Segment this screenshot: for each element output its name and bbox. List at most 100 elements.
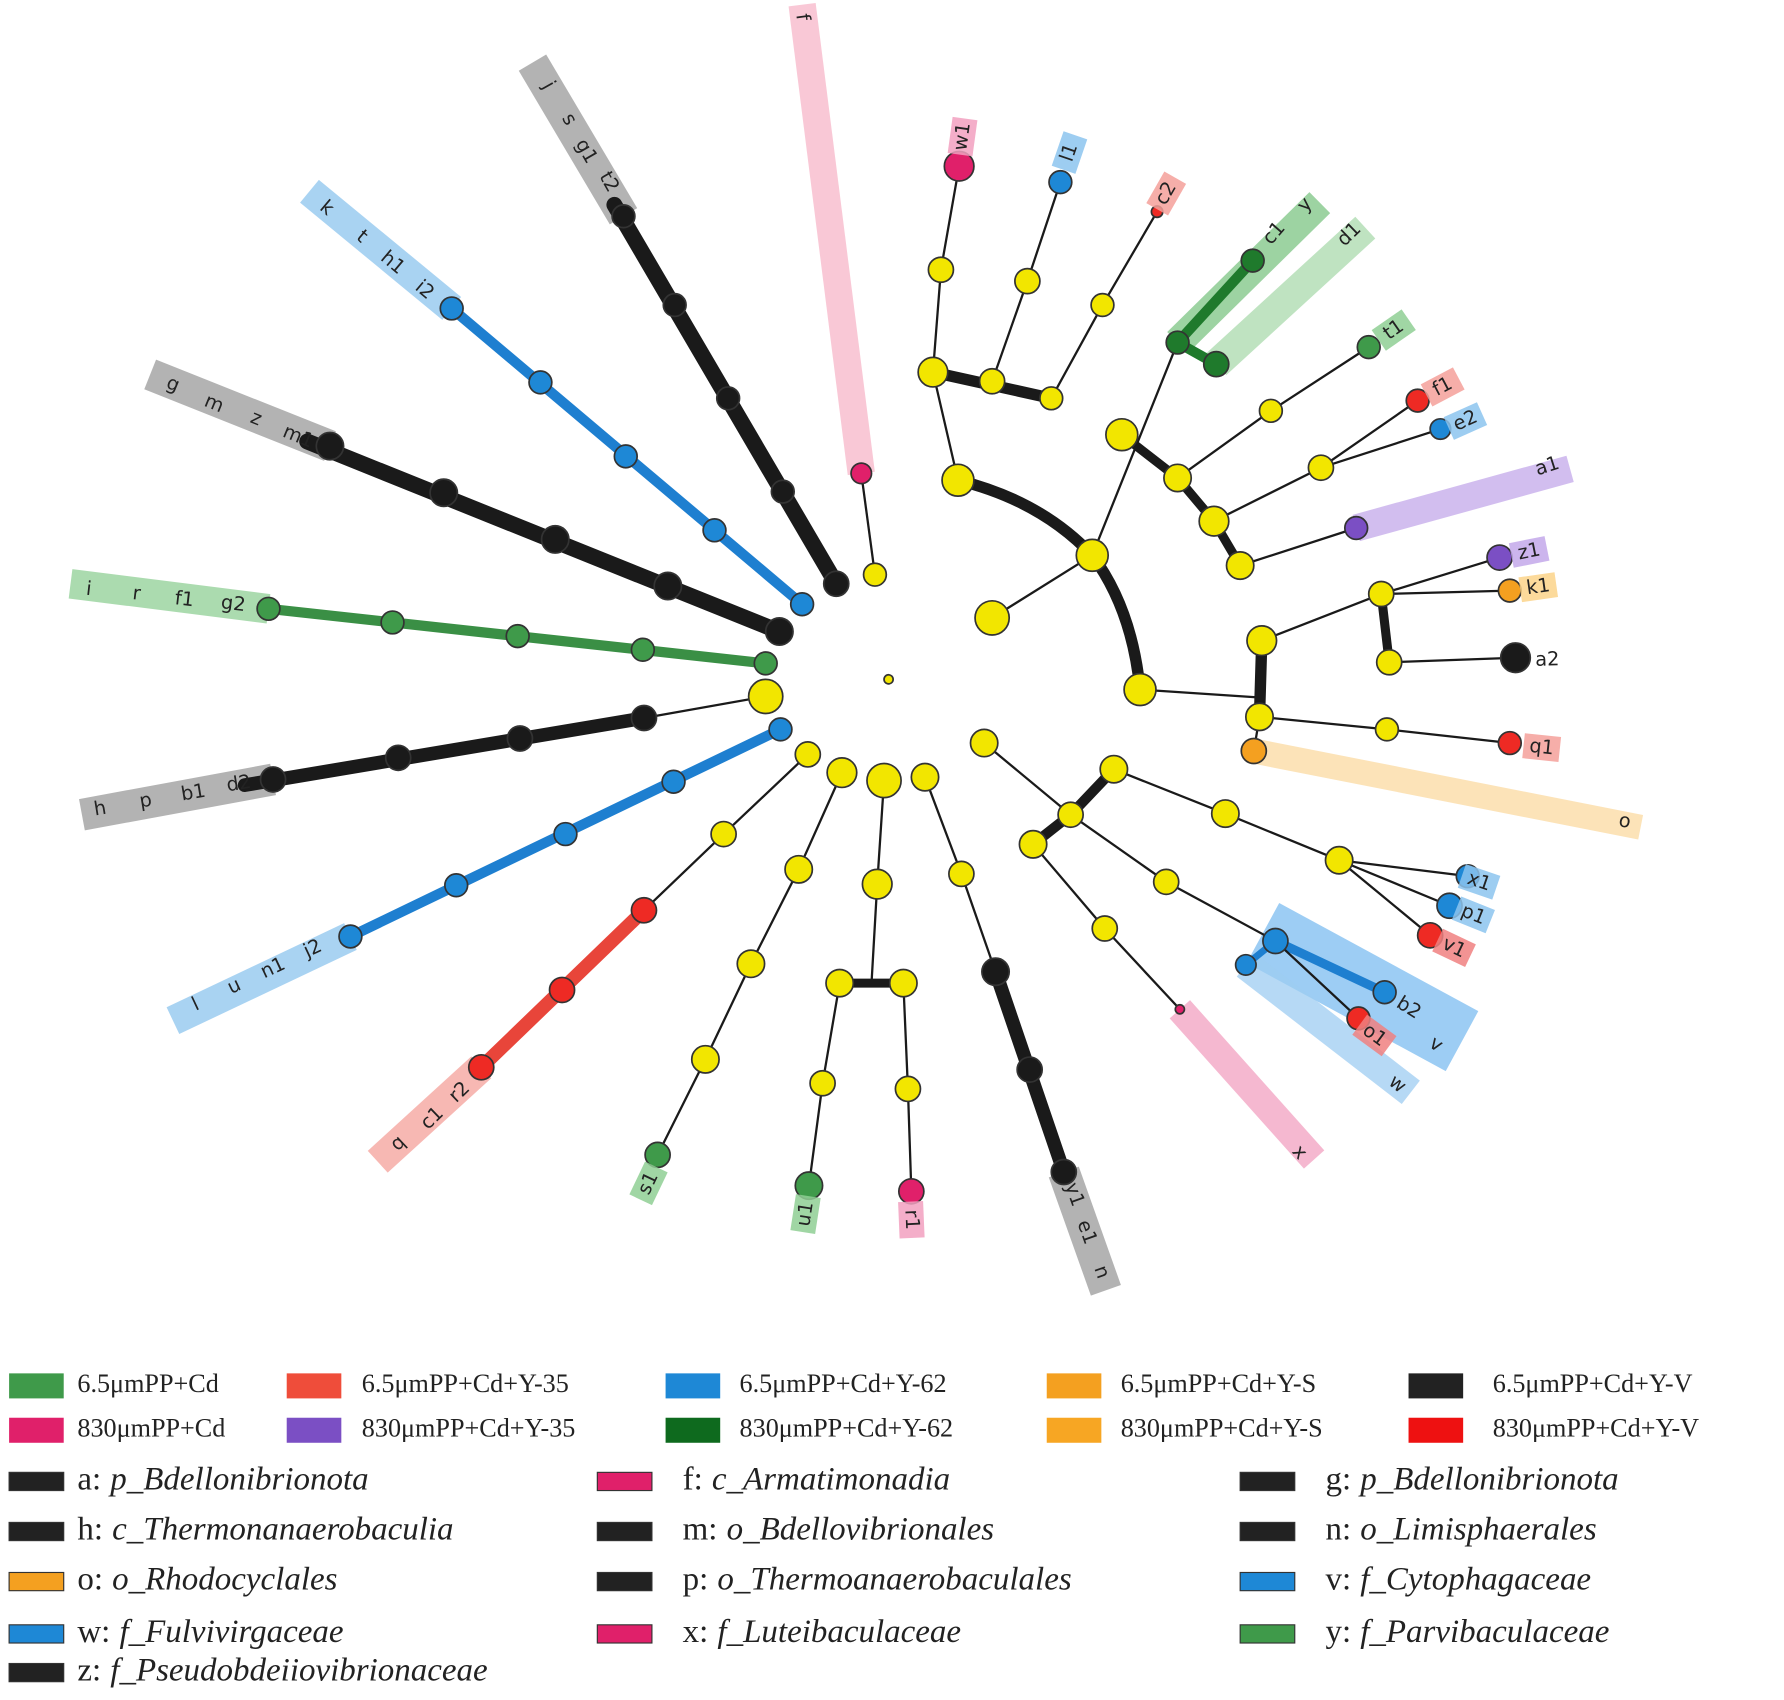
tree-node — [948, 860, 975, 888]
legend-swatch — [665, 1373, 721, 1399]
tree-edge — [1380, 589, 1511, 596]
tree-edge — [1319, 399, 1419, 469]
tree-node — [1091, 915, 1119, 942]
taxon-name: f_Fulvivirgaceae — [119, 1613, 343, 1649]
tree-edge — [1069, 813, 1168, 883]
taxon-name: c_Thermonanaerobaculia — [112, 1511, 453, 1547]
tree-node — [969, 728, 999, 758]
taxon-swatch — [8, 1624, 65, 1644]
taxon-label: f: c_Armatimonadia — [683, 1461, 950, 1497]
legend-swatch — [1408, 1373, 1464, 1399]
tree-edge — [1338, 859, 1451, 907]
clade-label: k1 — [1525, 573, 1552, 599]
legend-label: 6.5μmPP+Cd — [77, 1369, 218, 1398]
tree-node — [315, 431, 345, 461]
clade-label: b1 — [179, 779, 207, 806]
label-box — [947, 116, 978, 157]
label-box — [898, 1201, 925, 1239]
tree-edge — [923, 776, 963, 876]
clade-label: h — [92, 796, 108, 821]
clade-band — [1236, 953, 1420, 1105]
taxon-swatch — [1239, 1471, 1296, 1492]
taxon-key: z: — [77, 1652, 101, 1688]
tree-node — [941, 463, 975, 498]
tree-edge — [1319, 427, 1442, 469]
tree-node — [338, 924, 363, 949]
tree-node — [753, 651, 778, 676]
label-box — [1508, 536, 1550, 568]
taxon-key: v: — [1325, 1561, 1351, 1597]
tree-node — [770, 479, 796, 504]
label-box — [790, 1194, 821, 1234]
legend-swatch — [286, 1373, 342, 1399]
tree-edge — [797, 771, 844, 871]
legend-label: 830μmPP+Cd+Y-35 — [362, 1413, 576, 1442]
taxon-key: g: — [1325, 1461, 1351, 1497]
tree-node — [1016, 1056, 1044, 1083]
label-box — [1457, 864, 1501, 900]
taxon-key: w: — [77, 1613, 110, 1649]
tree-node — [380, 610, 405, 635]
taxon-label: m: o_Bdellovibrionales — [683, 1511, 994, 1547]
taxon-name: o_Rhodocyclales — [112, 1561, 337, 1597]
tree-node — [768, 717, 793, 742]
legend-swatch — [1046, 1417, 1102, 1443]
taxon-name: f_Parvibaculaceae — [1360, 1613, 1609, 1649]
clade-label: u1 — [791, 1200, 817, 1228]
tree-node — [850, 462, 873, 485]
taxon-name: o_Thermoanaerobaculales — [717, 1561, 1071, 1597]
taxon-name: p_Bdellonibrionota — [108, 1461, 368, 1497]
tree-node — [888, 968, 918, 998]
tree-nodes — [256, 150, 1532, 1205]
legend-label: 830μmPP+Cd+Y-V — [1493, 1413, 1699, 1442]
tree-node — [736, 949, 766, 979]
tree-node — [1057, 801, 1084, 829]
clade-label: i — [85, 577, 93, 600]
taxon-swatch — [8, 1571, 65, 1592]
tree-node — [747, 678, 784, 715]
tree-node — [825, 968, 855, 998]
tree-edge — [1103, 927, 1181, 1011]
tree-edge — [983, 741, 1072, 816]
tree-edge — [1338, 859, 1432, 937]
tree-node — [611, 204, 636, 229]
tree-node — [548, 976, 576, 1004]
taxon-key: f: — [683, 1461, 703, 1497]
legend: 6.5μmPP+Cd 6.5μmPP+Cd+Y-35 6.5μmPP+Cd+Y-62… — [8, 1369, 1699, 1688]
tree-node — [1499, 642, 1532, 674]
legend-swatch — [286, 1417, 342, 1443]
tree-edge — [1274, 939, 1360, 1020]
tree-edge — [1380, 556, 1501, 596]
label-box — [1352, 1014, 1397, 1057]
tree-edge — [642, 832, 725, 912]
legend-swatch — [665, 1417, 721, 1443]
tree-node — [505, 623, 530, 649]
legend-label: 6.5μmPP+Cd+Y-62 — [740, 1369, 947, 1398]
legend-swatch — [9, 1417, 64, 1443]
clade-label: g2 — [220, 590, 247, 616]
tree-node — [917, 356, 949, 388]
tree-node — [981, 957, 1011, 987]
tree-node — [1014, 267, 1041, 295]
taxon-key: x: — [683, 1613, 709, 1649]
taxon-swatch — [596, 1571, 653, 1592]
tree-node — [259, 766, 287, 793]
legend-label: 6.5μmPP+Cd+Y-V — [1493, 1369, 1693, 1398]
tree-edge — [960, 872, 997, 973]
legend-label: 830μmPP+Cd — [77, 1413, 225, 1442]
tree-edge — [749, 868, 800, 965]
tree-node — [630, 637, 656, 662]
clade-label: d2 — [225, 770, 253, 797]
tree-edge — [1050, 303, 1104, 400]
tree-edge — [902, 981, 910, 1091]
clade-label: a2 — [1535, 647, 1560, 671]
tree-node — [1202, 350, 1230, 378]
tree-node — [789, 592, 815, 617]
legend-swatch — [1408, 1417, 1464, 1443]
taxon-label: z: f_Pseudobdeiiovibrionaceae — [77, 1652, 487, 1688]
legend-label: 6.5μmPP+Cd+Y-S — [1121, 1369, 1316, 1398]
taxon-name: f_Luteibaculaceae — [717, 1613, 961, 1649]
clade-band — [1048, 1166, 1121, 1296]
tree-node — [1198, 505, 1230, 537]
clade-label: q1 — [1528, 734, 1555, 759]
